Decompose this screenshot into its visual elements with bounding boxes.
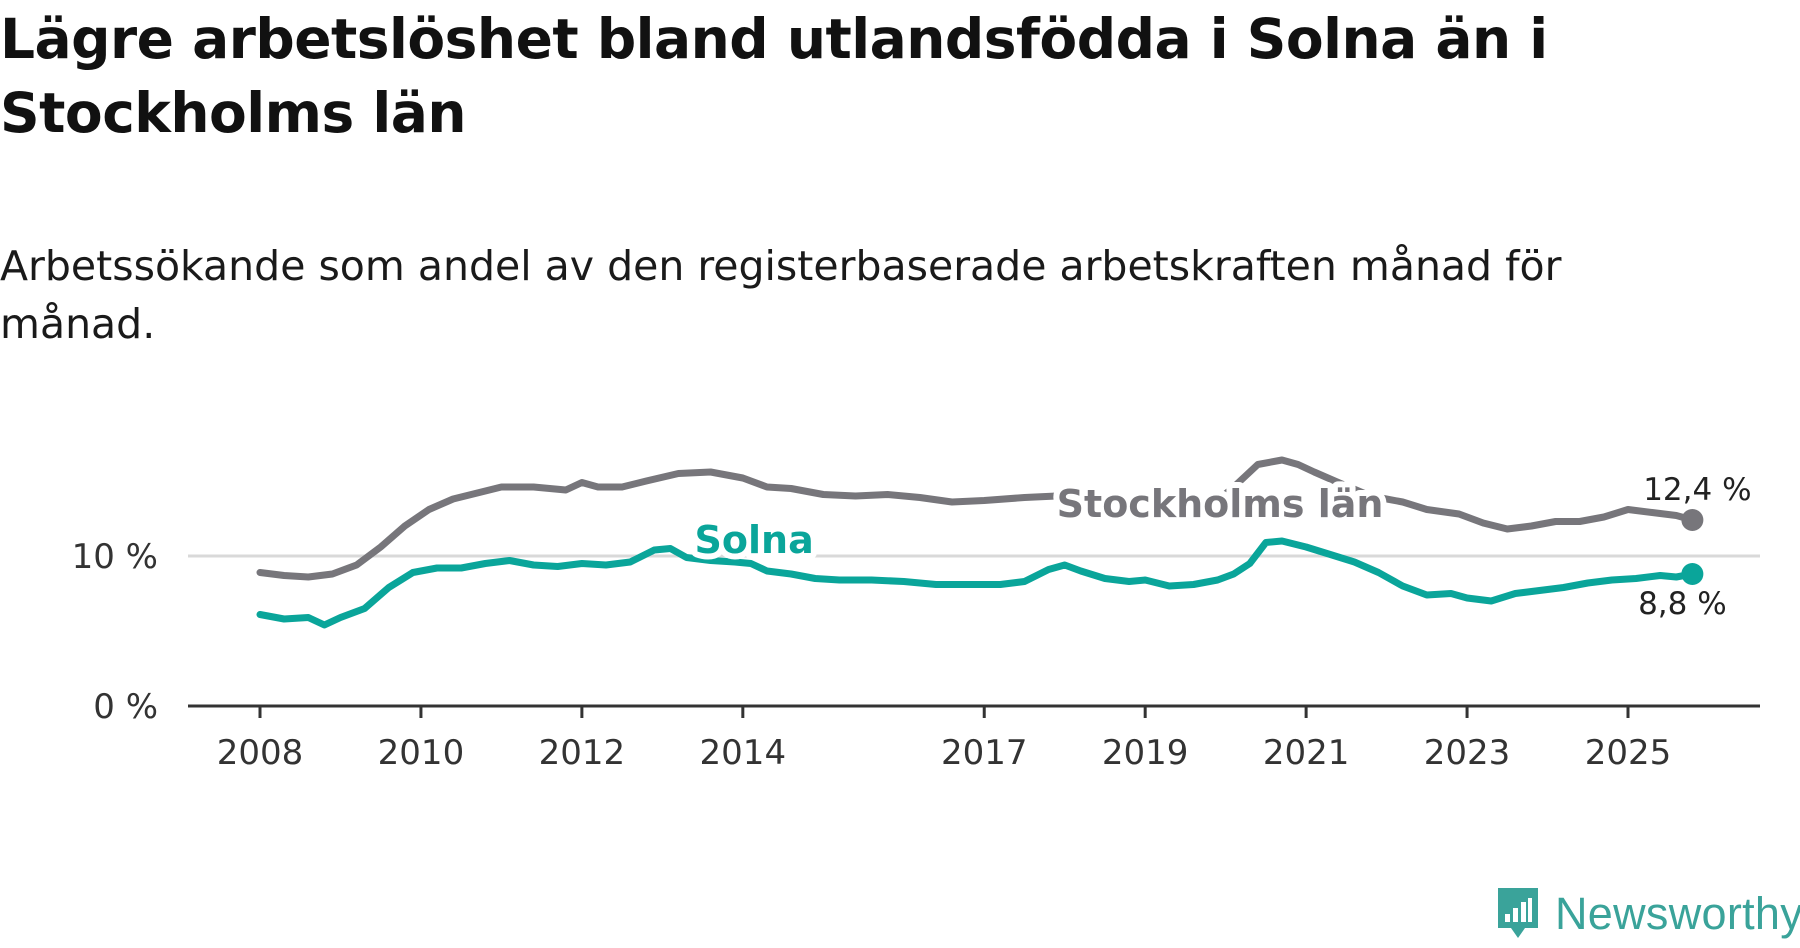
series-label-stockholm: Stockholms län	[1057, 482, 1384, 526]
chart-title: Lägre arbetslöshet bland utlandsfödda i …	[0, 7, 1548, 145]
x-tick-label: 2012	[539, 733, 626, 773]
axes: 0 % 10 % 2008 2010 2012 2014 2017 2019 2021 2023 2…	[72, 537, 1760, 773]
series	[256, 456, 1704, 629]
series-line-stockholm	[256, 456, 1696, 581]
end-value-label-solna: 8,8 %	[1638, 586, 1727, 622]
end-point-solna	[1681, 563, 1704, 585]
series-label-solna: Solna	[695, 518, 814, 562]
x-tick-label: 2019	[1102, 733, 1189, 773]
x-tick-label: 2014	[700, 733, 787, 773]
series-labels: Stockholms län Solna 12,4 % 8,8 %	[689, 468, 1756, 626]
chart-subtitle: Arbetssökande som andel av den registerb…	[0, 242, 1562, 348]
x-tick-label: 2025	[1585, 733, 1672, 773]
y-tick-label: 0 %	[93, 687, 158, 727]
x-tick-label: 2021	[1263, 733, 1350, 773]
y-tick-label: 10 %	[72, 537, 158, 577]
series-line-solna	[256, 537, 1696, 629]
newsworthy-logo-text: Newsworthy	[1555, 888, 1800, 939]
x-tick-label: 2010	[378, 733, 465, 773]
end-point-stockholm	[1681, 509, 1704, 531]
newsworthy-logo-icon	[1498, 888, 1538, 938]
x-tick-label: 2017	[941, 733, 1028, 773]
newsworthy-logo: Newsworthy	[1495, 886, 1800, 942]
end-value-label-stockholm: 12,4 %	[1643, 472, 1751, 508]
x-tick-label: 2023	[1424, 733, 1511, 773]
x-tick-label: 2008	[217, 733, 304, 773]
